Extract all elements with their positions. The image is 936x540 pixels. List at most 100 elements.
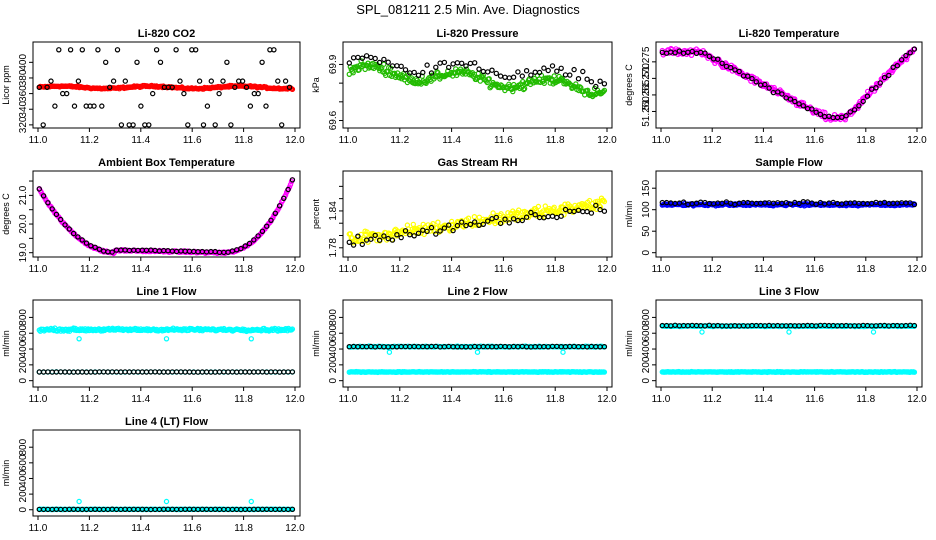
panel-4: Ambient Box Temperature degrees C 11.0 11.2… — [1, 157, 305, 275]
plot-frame — [655, 41, 923, 129]
x-tick-label: 11.2 — [80, 264, 99, 275]
data-point — [502, 74, 508, 81]
data-point — [551, 204, 557, 210]
data-point — [497, 73, 504, 79]
data-point — [394, 231, 400, 238]
data-point — [813, 201, 819, 207]
data-point — [138, 103, 144, 109]
data-point — [96, 246, 103, 252]
y-axis-label: degrees C — [624, 64, 634, 106]
data-point — [163, 498, 170, 505]
panel-10: Line 4 (LT) Flow ml/min 11.0 11.2 11.4 11.6 11… — [1, 416, 305, 534]
data-point — [560, 349, 566, 355]
x-tick-label: 12.0 — [597, 394, 617, 405]
data-point — [259, 369, 266, 375]
x-tick-label: 11.4 — [754, 135, 773, 146]
data-point — [502, 216, 508, 222]
data-point — [446, 64, 452, 71]
data-point — [601, 87, 608, 94]
data-point — [510, 88, 516, 95]
data-point — [248, 498, 254, 505]
data-point — [851, 107, 858, 113]
panel-title: Li-820 CO2 — [138, 28, 195, 40]
y-tick-label: 200 — [641, 356, 652, 373]
data-point — [549, 63, 556, 69]
data-point — [76, 498, 82, 505]
data-point — [554, 68, 560, 74]
data-point — [251, 237, 257, 243]
x-tick-label: 11.4 — [754, 264, 773, 275]
series-sample-flow-ave — [659, 198, 918, 208]
data-point — [699, 329, 705, 335]
data-point — [911, 369, 918, 375]
x-tick-label: 11.4 — [442, 394, 461, 405]
data-point — [474, 349, 481, 355]
x-tick-label: 11.8 — [546, 135, 565, 146]
data-point — [355, 54, 361, 61]
series-line-3-ave — [659, 322, 918, 329]
x-tick-label: 11.2 — [703, 264, 722, 275]
data-point — [580, 68, 586, 75]
data-point — [75, 369, 81, 375]
y-tick-label: 400 — [641, 340, 652, 357]
data-point — [886, 72, 892, 79]
data-area — [346, 343, 608, 376]
data-point — [359, 241, 365, 248]
data-point — [762, 81, 768, 88]
data-point — [385, 59, 391, 65]
data-point — [346, 60, 352, 66]
plot-frame — [32, 41, 301, 129]
plot-frame — [32, 299, 301, 388]
data-point — [411, 69, 417, 76]
data-point — [381, 61, 387, 67]
data-point — [177, 78, 183, 84]
y-tick-label: 800 — [328, 309, 339, 326]
data-point — [459, 219, 465, 225]
data-point — [424, 228, 430, 235]
data-point — [40, 122, 46, 128]
data-point — [389, 237, 396, 243]
data-point — [410, 221, 416, 228]
data-point — [278, 201, 284, 208]
data-point — [907, 200, 913, 206]
x-tick-label: 11.6 — [183, 394, 202, 405]
x-tick-label: 11.6 — [805, 135, 824, 146]
series-co2-fast — [36, 82, 296, 93]
data-point — [584, 208, 590, 215]
data-point — [847, 109, 854, 115]
data-point — [465, 215, 472, 221]
panel-title: Line 4 (LT) Flow — [125, 416, 208, 428]
data-point — [472, 219, 478, 225]
y-tick-label: 51.270 — [641, 63, 652, 94]
x-tick-label: 11.2 — [80, 394, 99, 405]
data-point — [346, 239, 352, 245]
y-tick-label: 400 — [328, 340, 339, 357]
x-tick-label: 11.6 — [805, 394, 824, 405]
data-point — [796, 200, 802, 207]
data-point — [44, 84, 50, 91]
data-point — [368, 236, 374, 242]
data-point — [212, 122, 218, 128]
data-point — [146, 122, 152, 128]
data-point — [898, 57, 905, 63]
x-tick-label: 11.0 — [339, 264, 358, 275]
data-point — [521, 85, 528, 92]
data-point — [779, 91, 785, 97]
data-point — [56, 47, 62, 53]
data-point — [672, 50, 678, 56]
series-pressure-fast — [346, 58, 608, 100]
data-point — [148, 369, 154, 375]
data-point — [126, 369, 133, 375]
x-tick-label: 12.0 — [597, 264, 617, 275]
data-point — [719, 60, 725, 67]
y-tick-label: 800 — [18, 309, 29, 326]
data-point — [424, 62, 430, 68]
data-point — [248, 336, 254, 342]
data-point — [157, 59, 164, 66]
data-point — [83, 240, 90, 246]
data-point — [79, 237, 85, 243]
series-line-3-low — [659, 368, 918, 376]
data-point — [497, 220, 504, 227]
data-point — [268, 217, 274, 223]
